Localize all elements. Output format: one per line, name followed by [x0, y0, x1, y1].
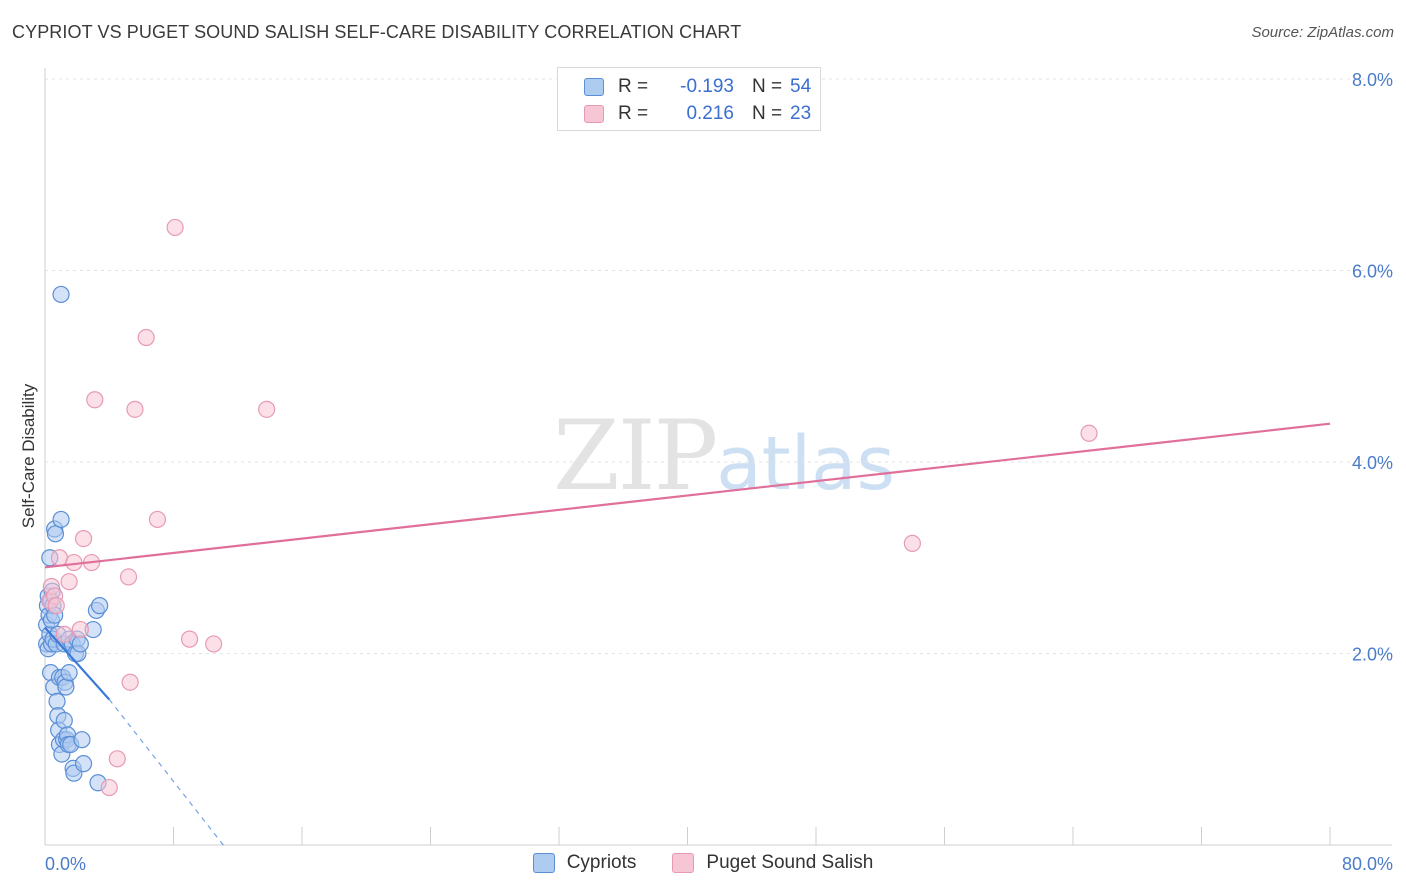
- cypriots-point: [71, 635, 89, 653]
- cypriots-point: [55, 711, 73, 730]
- salish-point: [1080, 424, 1098, 442]
- legend-r-label: R =: [618, 76, 649, 97]
- axes: [44, 68, 1392, 846]
- legend-item-puget-sound-salish[interactable]: Puget Sound Salish: [672, 852, 873, 874]
- y-tick-label: 2.0%: [1352, 645, 1393, 665]
- salish-point: [50, 549, 69, 567]
- salish-point: [60, 573, 78, 591]
- salish-point: [74, 529, 93, 548]
- cypriots-trend-extension: [108, 699, 224, 846]
- cypriots-trend-line: [44, 626, 111, 701]
- salish-point: [126, 400, 144, 418]
- cypriots-point: [60, 664, 78, 682]
- legend-label: Puget Sound Salish: [706, 852, 874, 873]
- legend-n-label: N =: [752, 76, 783, 97]
- legend-n-value: 23: [790, 103, 812, 124]
- cypriots-point: [91, 597, 109, 615]
- watermark: ZIPatlas: [553, 400, 895, 512]
- y-tick-label: 8.0%: [1352, 70, 1393, 90]
- y-axis-label: Self-Care Disability: [19, 383, 38, 528]
- cypriots-point: [74, 755, 93, 773]
- legend-row-cypriots: R = -0.193 N = 54: [584, 74, 811, 100]
- grid-lines: [45, 78, 1392, 654]
- salish-point: [121, 673, 139, 691]
- series-legend: Cypriots Puget Sound Salish: [0, 852, 1406, 874]
- series-cypriots: [38, 285, 109, 792]
- salish-point: [258, 400, 276, 418]
- legend-r-label: R =: [618, 103, 649, 124]
- cypriots-point: [57, 678, 75, 696]
- watermark-zip: ZIP: [553, 400, 718, 512]
- stats-legend: R = -0.193 N = 54 R = 0.216 N = 23: [557, 67, 821, 131]
- cypriots-point: [48, 692, 66, 710]
- trend-lines: [44, 422, 1331, 846]
- salish-point: [180, 630, 199, 648]
- x-tick-label: 80.0%: [1342, 854, 1393, 874]
- salish-point: [47, 597, 65, 615]
- tick-labels: 2.0% 4.0% 6.0% 8.0% 0.0% 80.0%: [45, 70, 1393, 874]
- salish-trend-line: [44, 422, 1331, 569]
- y-tick-label: 6.0%: [1352, 262, 1393, 282]
- cypriots-point: [52, 285, 70, 304]
- y-tick-label: 4.0%: [1352, 453, 1393, 473]
- series-puget-sound-salish: [41, 218, 1098, 797]
- cypriots-point: [46, 525, 65, 543]
- legend-r-value: -0.193: [680, 76, 734, 97]
- cypriots-point: [52, 510, 70, 529]
- chart-title: CYPRIOT VS PUGET SOUND SALISH SELF-CARE …: [12, 22, 742, 42]
- salish-point: [903, 534, 921, 552]
- salish-point: [148, 510, 167, 529]
- legend-n-value: 54: [790, 76, 812, 97]
- salish-swatch: [584, 105, 604, 123]
- salish-point: [55, 625, 73, 643]
- cypriots-point: [73, 731, 91, 749]
- legend-item-cypriots[interactable]: Cypriots: [532, 852, 637, 874]
- salish-swatch: [672, 853, 695, 873]
- salish-point: [205, 635, 223, 653]
- salish-point: [100, 778, 118, 797]
- salish-point: [108, 750, 126, 768]
- source-label: Source: ZipAtlas.com: [1251, 24, 1394, 41]
- salish-point: [137, 328, 155, 347]
- legend-label: Cypriots: [566, 852, 637, 873]
- x-tick-label: 0.0%: [45, 854, 86, 874]
- salish-point: [166, 218, 184, 237]
- salish-point: [71, 620, 89, 639]
- cypriots-swatch: [532, 853, 555, 873]
- legend-row-puget-sound-salish: R = 0.216 N = 23: [584, 101, 811, 127]
- legend-n-label: N =: [752, 103, 783, 124]
- salish-point: [86, 391, 104, 409]
- salish-point: [119, 568, 138, 586]
- legend-r-value: 0.216: [686, 103, 734, 124]
- watermark-atlas: atlas: [716, 421, 896, 507]
- cypriots-swatch: [584, 78, 604, 96]
